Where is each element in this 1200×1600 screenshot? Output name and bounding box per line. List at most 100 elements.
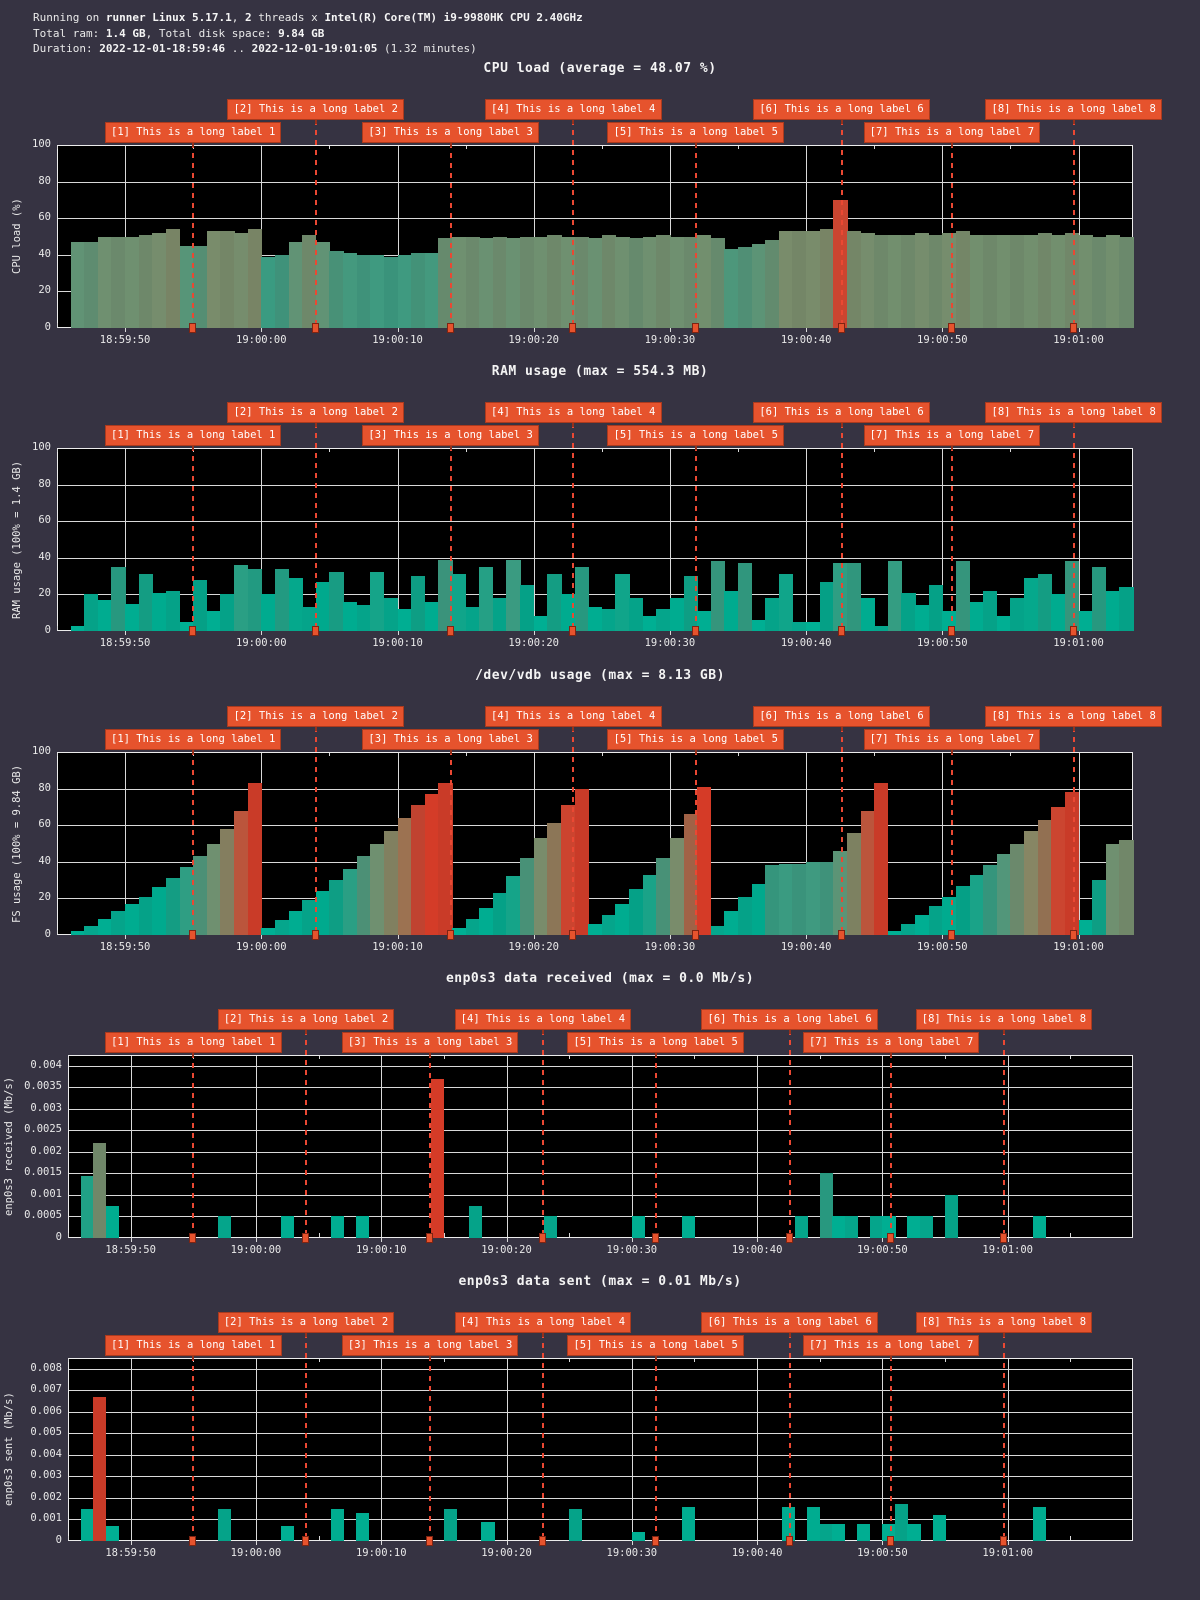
x-minor-tick xyxy=(1010,449,1012,452)
data-bar xyxy=(560,236,576,328)
chart-canvas: 0 0.001 0.002 0.003 0.004 0.005 0.006 0.007 0.00… xyxy=(0,1268,1200,1571)
gridline-v xyxy=(381,1359,383,1540)
gridline-v xyxy=(130,1056,132,1237)
event-dashed-line xyxy=(654,1053,657,1240)
data-bar xyxy=(97,236,113,328)
event-dashed-line xyxy=(572,423,575,633)
event-label-tick xyxy=(788,1333,791,1337)
y-tick-label: 20 xyxy=(38,284,51,297)
y-tick-label: 0.003 xyxy=(30,1101,62,1114)
event-label-tick xyxy=(192,750,195,754)
x-tick-label: 18:59:50 xyxy=(105,1244,156,1256)
event-label-tick xyxy=(950,446,953,450)
plot-area xyxy=(68,1055,1133,1238)
event-axis-marker xyxy=(947,626,955,636)
event-label-tick xyxy=(541,1333,544,1337)
x-tick-mark xyxy=(882,1541,884,1545)
data-bar xyxy=(1092,236,1107,328)
x-tick-label: 19:00:20 xyxy=(481,1244,532,1256)
header-text: , Total disk space: xyxy=(145,26,279,40)
header-text: Duration: xyxy=(33,42,100,55)
event-axis-marker xyxy=(651,1233,659,1243)
header-line: Duration: 2022-12-01-18:59:46 .. 2022-12… xyxy=(33,41,583,57)
x-tick-label: 19:01:00 xyxy=(1053,941,1104,953)
event-axis-marker xyxy=(189,323,197,333)
data-bar xyxy=(860,232,875,328)
gridline-h xyxy=(69,1454,1132,1456)
data-bar xyxy=(751,243,766,328)
data-bar xyxy=(996,234,1012,328)
data-bar xyxy=(846,832,862,935)
event-label-7: [7] This is a long label 7 xyxy=(863,122,1041,143)
event-dashed-line xyxy=(314,120,317,330)
gridline-v xyxy=(397,146,399,327)
data-bar xyxy=(520,858,535,935)
event-label-1: [1] This is a long label 1 xyxy=(104,729,282,750)
event-label-3: [3] This is a long label 3 xyxy=(341,1032,519,1053)
event-axis-marker xyxy=(837,626,845,636)
data-bar xyxy=(615,236,630,328)
x-tick-label: 19:00:00 xyxy=(230,1244,282,1256)
data-bar xyxy=(288,577,303,631)
data-bar xyxy=(492,598,508,631)
data-bar xyxy=(942,232,957,328)
x-tick-mark xyxy=(397,935,399,939)
y-tick-label: 0 xyxy=(55,1534,62,1546)
event-dashed-line xyxy=(1073,423,1076,633)
data-bar xyxy=(247,783,262,935)
data-bar xyxy=(560,805,576,935)
data-bar xyxy=(533,838,548,935)
data-bar xyxy=(656,234,671,328)
data-bar xyxy=(424,794,439,935)
x-minor-tick xyxy=(569,1233,571,1237)
data-bar xyxy=(669,598,685,631)
chart-canvas: 0 20 40 60 80 100 18:59:50 19:00:00 19:00:10 19:0… xyxy=(0,55,1200,358)
x-tick-mark xyxy=(1078,935,1080,939)
data-bar xyxy=(261,594,276,631)
data-bar xyxy=(792,231,807,328)
data-bar xyxy=(544,1216,558,1238)
event-axis-marker xyxy=(189,626,197,636)
x-tick-mark xyxy=(261,935,263,939)
gridline-h xyxy=(58,181,1132,183)
x-minor-tick xyxy=(1070,1233,1072,1237)
x-minor-tick xyxy=(945,1056,947,1059)
x-tick-label: 19:00:50 xyxy=(917,941,968,953)
y-tick-label: 0.006 xyxy=(30,1404,62,1417)
data-bar xyxy=(370,254,385,328)
x-tick-mark xyxy=(942,328,944,332)
x-minor-tick xyxy=(443,1056,445,1059)
x-tick-label: 19:00:10 xyxy=(355,1244,407,1256)
data-bar xyxy=(481,1521,495,1541)
data-bar xyxy=(179,867,194,935)
header-text: 1.4 GB xyxy=(105,26,146,40)
event-dashed-line xyxy=(305,1030,308,1240)
chart-canvas: 0 20 40 60 80 100 18:59:50 19:00:00 19:00:10 19:0… xyxy=(0,358,1200,661)
data-bar xyxy=(492,236,508,328)
y-tick-label: 60 xyxy=(38,818,51,831)
event-dashed-line xyxy=(950,143,953,330)
x-tick-label: 19:00:30 xyxy=(606,1244,658,1256)
event-dashed-line xyxy=(1073,727,1076,937)
data-bar xyxy=(629,889,644,935)
x-tick-label: 19:00:30 xyxy=(644,334,696,346)
data-bar xyxy=(397,254,412,328)
x-tick-mark xyxy=(631,1238,633,1242)
y-axis-label: enp0s3 sent (Mb/s) xyxy=(3,1392,15,1507)
gridline-v xyxy=(942,449,944,630)
data-bar xyxy=(411,805,426,935)
x-tick-label: 19:00:20 xyxy=(508,334,559,346)
x-tick-label: 18:59:50 xyxy=(99,334,151,346)
data-bar xyxy=(983,590,998,631)
data-bar xyxy=(697,234,712,328)
header-text: 2022-12-01-18:59:46 xyxy=(99,42,226,55)
header-text: Total ram: xyxy=(33,26,106,40)
data-bar xyxy=(315,581,330,631)
data-bar xyxy=(683,236,698,328)
data-bar xyxy=(218,1508,232,1541)
event-dashed-line xyxy=(192,446,195,633)
x-tick-mark xyxy=(631,1541,633,1545)
data-bar xyxy=(479,238,494,328)
data-bar xyxy=(833,563,848,631)
event-label-tick xyxy=(694,446,697,450)
